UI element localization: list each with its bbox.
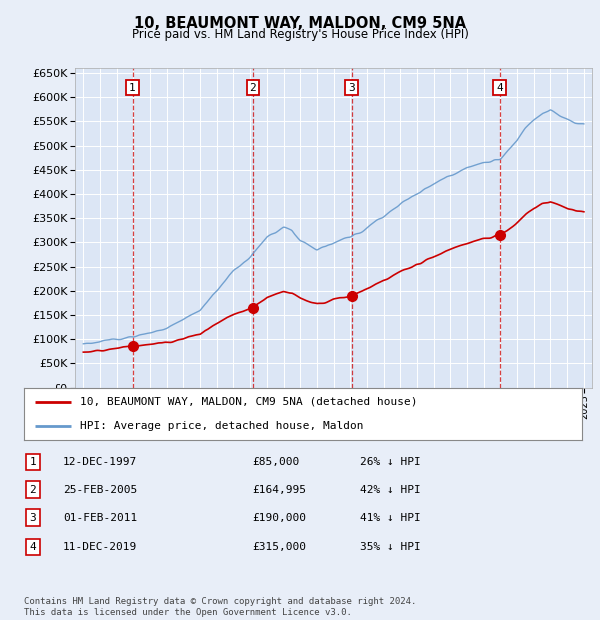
Text: 3: 3 xyxy=(29,513,37,523)
Text: HPI: Average price, detached house, Maldon: HPI: Average price, detached house, Mald… xyxy=(80,421,364,431)
Text: 35% ↓ HPI: 35% ↓ HPI xyxy=(360,542,421,552)
Text: 41% ↓ HPI: 41% ↓ HPI xyxy=(360,513,421,523)
Text: 4: 4 xyxy=(29,542,37,552)
Text: £190,000: £190,000 xyxy=(252,513,306,523)
Text: Contains HM Land Registry data © Crown copyright and database right 2024.
This d: Contains HM Land Registry data © Crown c… xyxy=(24,598,416,617)
Text: 11-DEC-2019: 11-DEC-2019 xyxy=(63,542,137,552)
Text: £85,000: £85,000 xyxy=(252,457,299,467)
Text: 4: 4 xyxy=(496,82,503,92)
Text: 12-DEC-1997: 12-DEC-1997 xyxy=(63,457,137,467)
Text: 26% ↓ HPI: 26% ↓ HPI xyxy=(360,457,421,467)
Text: £164,995: £164,995 xyxy=(252,485,306,495)
Text: Price paid vs. HM Land Registry's House Price Index (HPI): Price paid vs. HM Land Registry's House … xyxy=(131,28,469,41)
Text: 2: 2 xyxy=(250,82,256,92)
Text: 3: 3 xyxy=(348,82,355,92)
Text: 1: 1 xyxy=(29,457,37,467)
Text: 1: 1 xyxy=(129,82,136,92)
Text: 01-FEB-2011: 01-FEB-2011 xyxy=(63,513,137,523)
Text: 42% ↓ HPI: 42% ↓ HPI xyxy=(360,485,421,495)
Text: 10, BEAUMONT WAY, MALDON, CM9 5NA: 10, BEAUMONT WAY, MALDON, CM9 5NA xyxy=(134,16,466,31)
Text: £315,000: £315,000 xyxy=(252,542,306,552)
Text: 2: 2 xyxy=(29,485,37,495)
Text: 10, BEAUMONT WAY, MALDON, CM9 5NA (detached house): 10, BEAUMONT WAY, MALDON, CM9 5NA (detac… xyxy=(80,397,418,407)
Text: 25-FEB-2005: 25-FEB-2005 xyxy=(63,485,137,495)
